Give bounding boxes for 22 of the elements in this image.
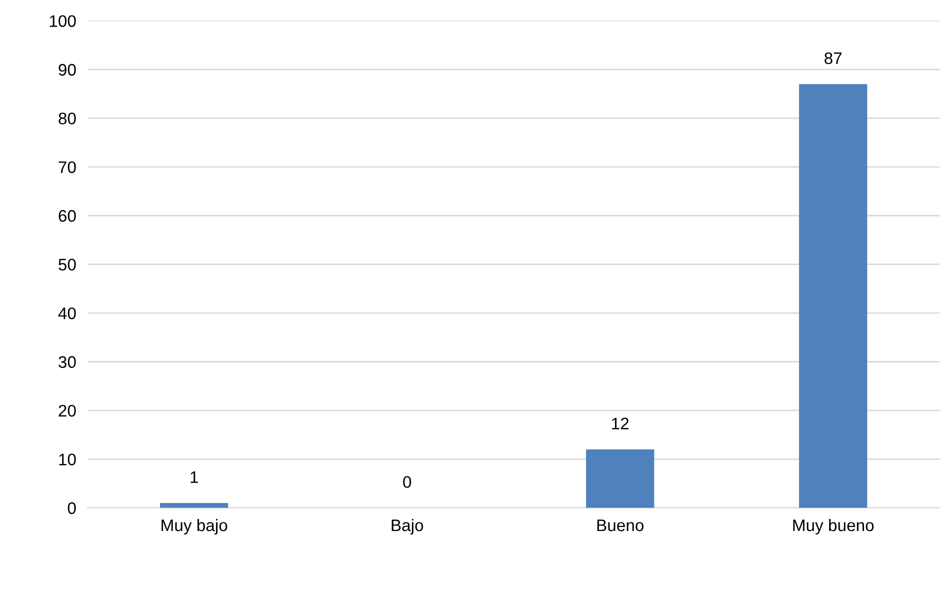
y-tick-label: 90 <box>58 64 76 76</box>
data-label: 12 <box>612 418 629 430</box>
y-tick-label: 40 <box>58 307 76 320</box>
y-tick-label: 30 <box>58 356 76 368</box>
y-tick-label: 0 <box>68 502 76 514</box>
x-tick-label: Muy bueno <box>793 518 874 535</box>
y-tick-label: 20 <box>58 404 76 417</box>
y-tick-label: 70 <box>58 161 76 174</box>
data-label: 0 <box>403 476 412 488</box>
y-tick-label: 10 <box>59 454 76 466</box>
x-tick-label: Bajo <box>392 518 424 535</box>
y-tick-label: 100 <box>50 15 76 27</box>
data-label: 87 <box>824 52 842 64</box>
bar <box>586 449 654 508</box>
y-tick-label: 50 <box>58 258 76 271</box>
data-label: 1 <box>190 471 198 483</box>
x-tick-label: Bueno <box>597 520 644 532</box>
y-tick-label: 80 <box>58 112 76 124</box>
bar <box>799 84 868 508</box>
x-tick-label: Muy bajo <box>162 518 228 535</box>
bar <box>160 503 228 508</box>
y-tick-label: 60 <box>58 210 76 222</box>
